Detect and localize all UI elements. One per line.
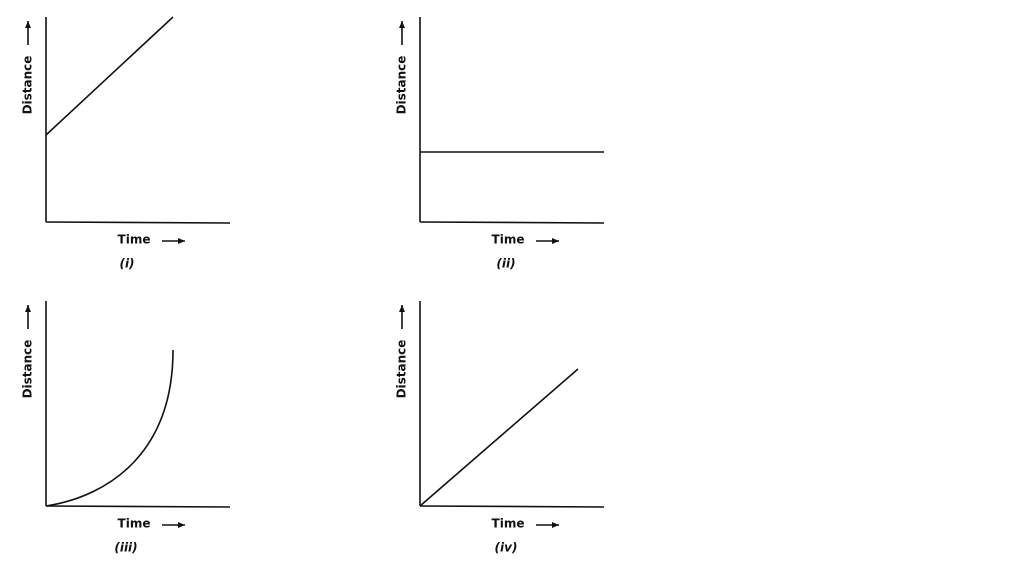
x-label: Time [492,517,525,531]
curve [45,349,174,507]
y-label: Distance [395,340,409,399]
y-label: Distance [21,56,35,115]
x-label: Time [118,233,151,247]
panel: Distance Time (iv) [395,301,605,555]
caption: (i) [119,257,134,271]
panel: Distance Time (i) [21,16,231,271]
x-axis [45,505,231,508]
x-axis [419,505,605,508]
x-label: Time [492,233,525,247]
y-label: Distance [395,56,409,115]
panel: Distance Time (ii) [395,17,605,271]
curve [45,16,174,136]
y-label: Distance [21,340,35,399]
curve [419,368,579,507]
x-label: Time [118,517,151,531]
caption: (iii) [114,541,137,555]
x-axis [419,221,605,224]
panel: Distance Time (iii) [21,301,231,555]
x-axis [45,221,231,224]
caption: (iv) [495,541,518,555]
caption: (ii) [496,257,515,271]
